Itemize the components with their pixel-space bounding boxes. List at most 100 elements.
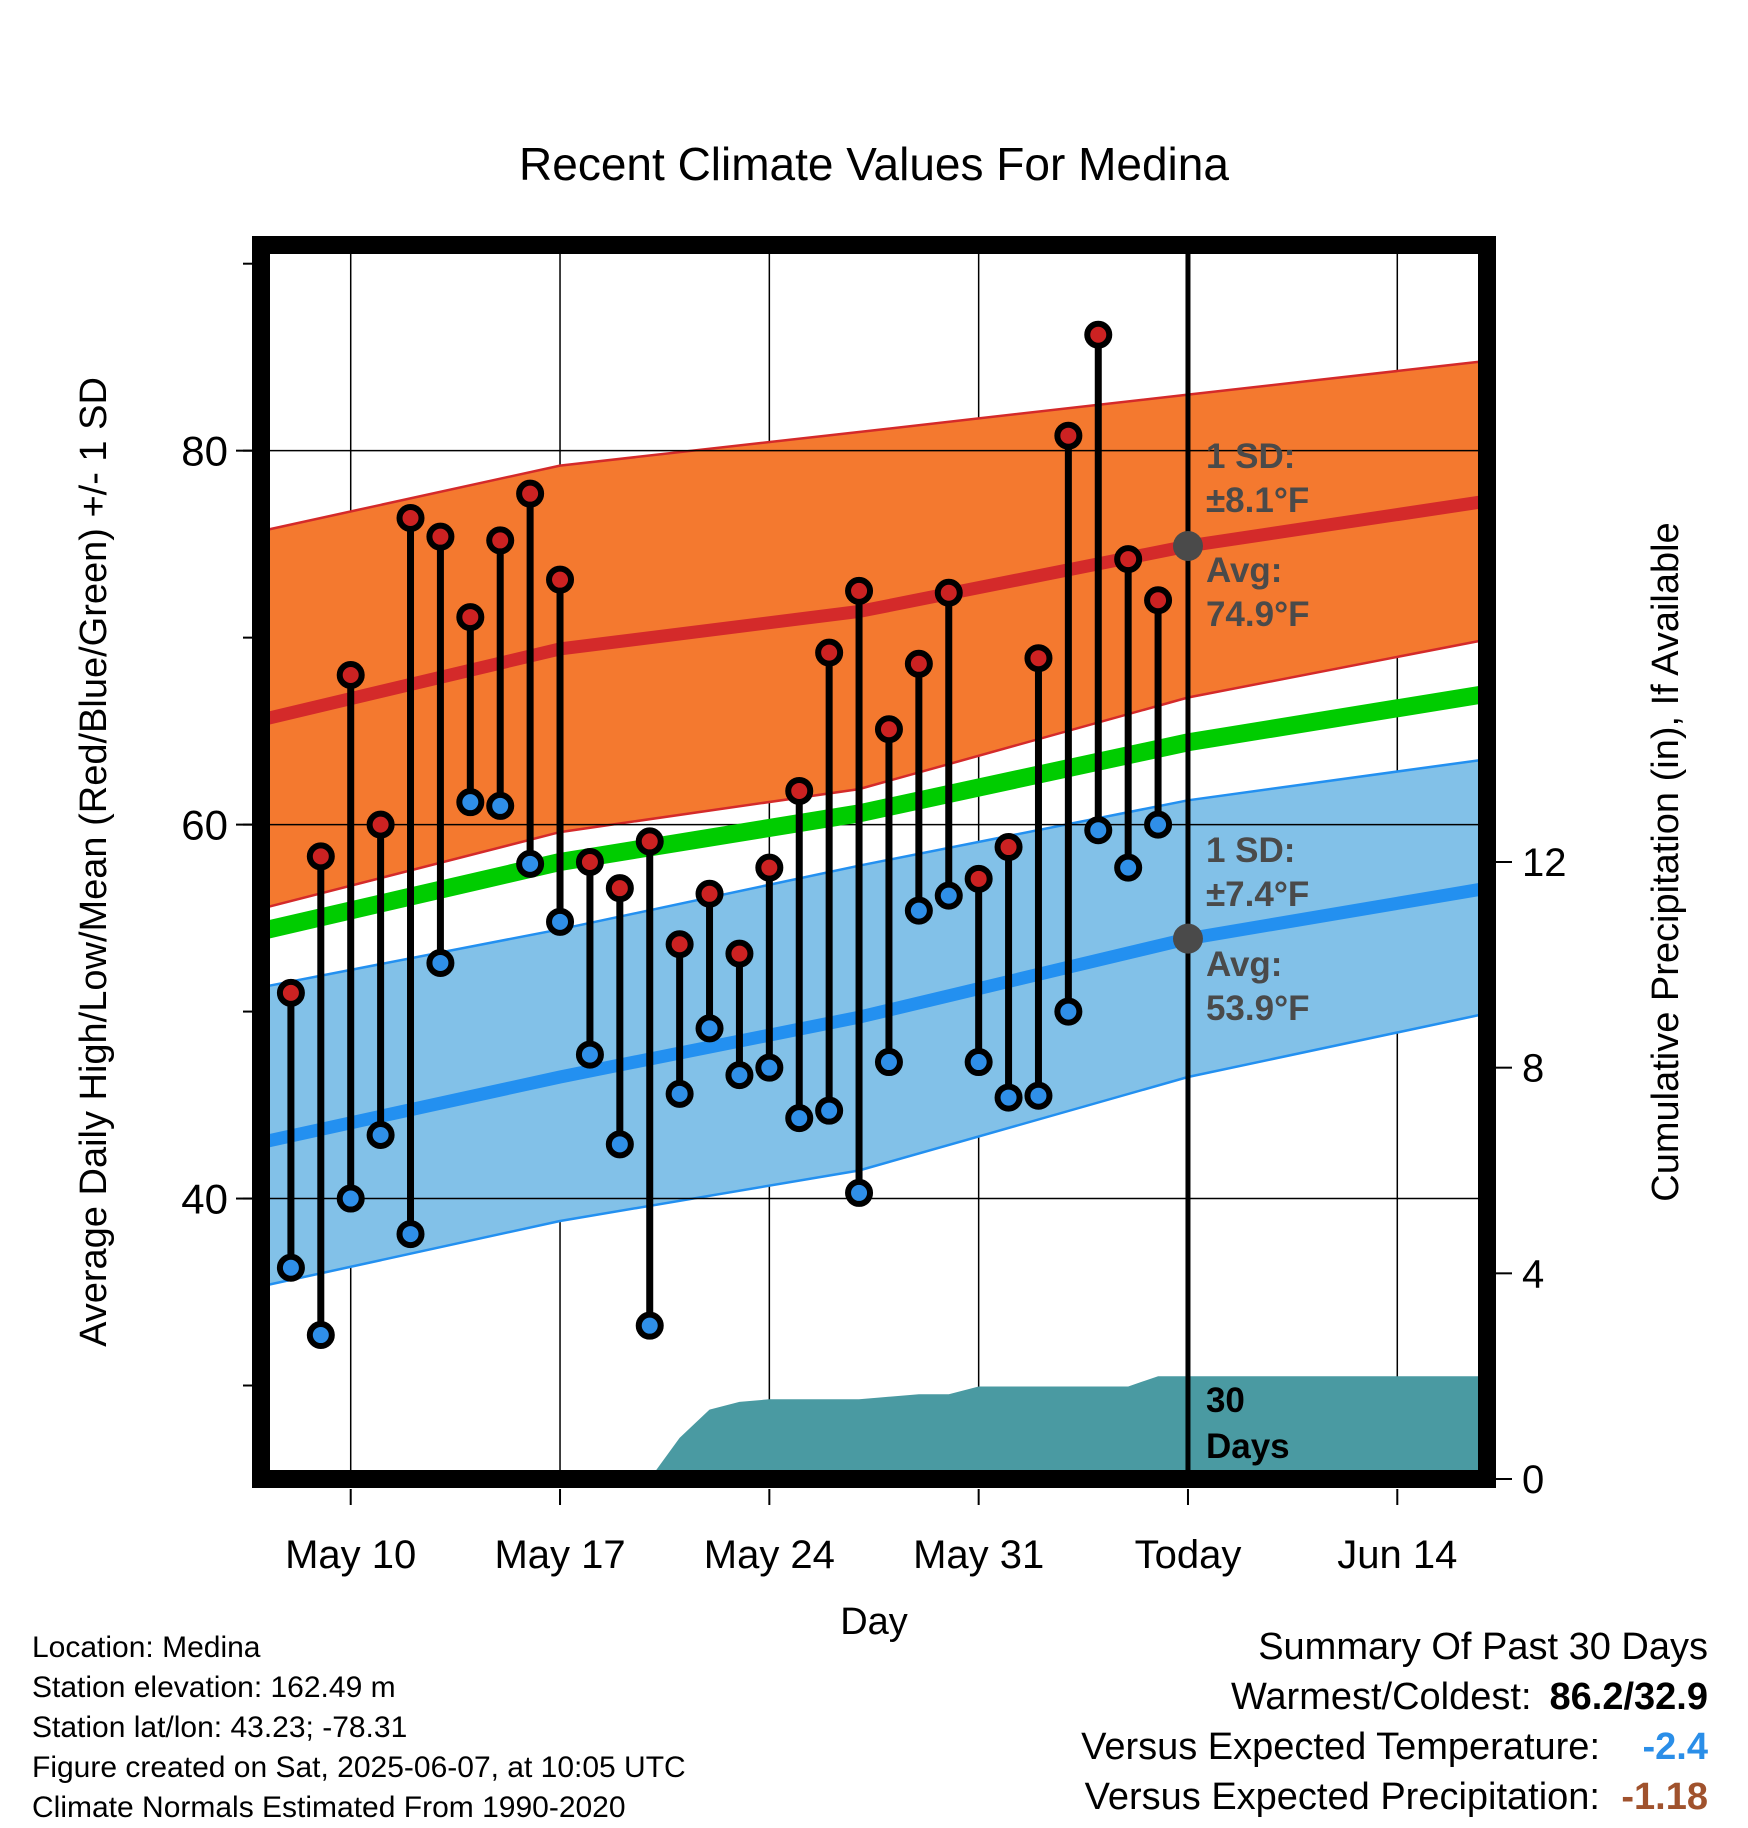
cumulative-precip-area (649, 1376, 1487, 1479)
daily-high-point (516, 479, 545, 508)
summary-temp-value: -2.4 (1642, 1726, 1708, 1768)
normal-high-upper-line (260, 359, 1488, 533)
summary-temp-row: Versus Expected Temperature: -2.4 (1081, 1726, 1708, 1769)
low-sd-value: ±7.4°F (1206, 875, 1309, 914)
high-avg-value: 74.9°F (1206, 595, 1310, 634)
daily-high-point (486, 526, 515, 555)
summary-warm-cold-row: Warmest/Coldest: 86.2/32.9 (1231, 1676, 1708, 1719)
daily-high-point (934, 578, 963, 607)
daily-low-point (994, 1083, 1023, 1112)
daily-high-point (665, 930, 694, 959)
high-sd-value: ±8.1°F (1206, 481, 1309, 520)
daily-low-point (1054, 997, 1083, 1026)
daily-low-point (845, 1178, 874, 1207)
daily-low-point (755, 1053, 784, 1082)
x-tick-label: Jun 14 (1337, 1533, 1457, 1577)
y-axis-label: Average Daily High/Low/Mean (Red/Blue/Gr… (73, 377, 115, 1347)
daily-high-point (396, 503, 425, 532)
daily-low-point (815, 1096, 844, 1125)
daily-high-point (725, 939, 754, 968)
daily-low-point (1144, 810, 1173, 839)
high-avg-label: Avg: (1206, 551, 1282, 590)
daily-high-point (845, 576, 874, 605)
daily-low-point (306, 1321, 335, 1350)
low-sd-label: 1 SD: (1206, 831, 1295, 870)
daily-low-point (456, 788, 485, 817)
daily-low-point (904, 896, 933, 925)
daily-high-point (1084, 320, 1113, 349)
y2-tick-label: 8 (1522, 1047, 1544, 1091)
daily-high-point (964, 864, 993, 893)
daily-high-point (456, 603, 485, 632)
daily-low-point (336, 1184, 365, 1213)
daily-low-point (665, 1079, 694, 1108)
daily-low-point (605, 1130, 634, 1159)
y2-tick-label: 4 (1522, 1252, 1544, 1296)
daily-low-point (426, 948, 455, 977)
precip-label-days: Days (1206, 1427, 1290, 1466)
chart-title: Recent Climate Values For Medina (519, 138, 1229, 190)
low-avg-value: 53.9°F (1206, 989, 1310, 1028)
daily-high-point (546, 565, 575, 594)
footer-latlon: Station lat/lon: 43.23; -78.31 (32, 1711, 408, 1744)
daily-low-point (1024, 1081, 1053, 1110)
daily-high-point (815, 638, 844, 667)
today-high-avg-marker (1172, 531, 1203, 562)
daily-high-point (306, 842, 335, 871)
daily-low-point (575, 1040, 604, 1069)
daily-low-point (486, 791, 515, 820)
daily-high-point (1054, 421, 1083, 450)
daily-low-point (725, 1061, 754, 1090)
y-tick-label: 40 (181, 1176, 228, 1223)
daily-high-point (605, 874, 634, 903)
high-sd-label: 1 SD: (1206, 437, 1295, 476)
daily-low-point (366, 1120, 395, 1149)
x-axis-label: Day (840, 1601, 908, 1643)
x-tick-label: May 10 (285, 1533, 416, 1577)
daily-low-point (964, 1048, 993, 1077)
daily-high-point (785, 776, 814, 805)
daily-high-point (426, 522, 455, 551)
x-tick-label: May 31 (913, 1533, 1044, 1577)
summary-precip-label: Versus Expected Precipitation: (1084, 1776, 1600, 1818)
summary-warm-cold-label: Warmest/Coldest: (1230, 1676, 1532, 1718)
summary-precip-value: -1.18 (1621, 1776, 1708, 1818)
normal-low-sd-band (261, 759, 1487, 1287)
precip-label-30: 30 (1206, 1381, 1245, 1420)
daily-low-point (1114, 853, 1143, 882)
daily-low-point (695, 1014, 724, 1043)
daily-low-point (1084, 816, 1113, 845)
daily-low-point (516, 849, 545, 878)
daily-low-point (785, 1104, 814, 1133)
summary-precip-row: Versus Expected Precipitation: -1.18 (1085, 1776, 1708, 1819)
daily-high-point (874, 715, 903, 744)
daily-high-point (1024, 644, 1053, 673)
y-tick-label: 80 (181, 428, 228, 475)
footer-created: Figure created on Sat, 2025-06-07, at 10… (32, 1751, 686, 1784)
daily-low-point (874, 1048, 903, 1077)
x-tick-label: May 17 (494, 1533, 625, 1577)
summary-temp-label: Versus Expected Temperature: (1081, 1726, 1600, 1768)
plot-frame (252, 236, 1496, 1488)
footer-normals: Climate Normals Estimated From 1990-2020 (32, 1791, 626, 1824)
footer-location: Location: Medina (32, 1631, 261, 1664)
low-avg-label: Avg: (1206, 945, 1282, 984)
daily-high-point (755, 853, 784, 882)
daily-high-point (1114, 545, 1143, 574)
y-tick-label: 60 (181, 802, 228, 849)
x-tick-label: Today (1135, 1533, 1242, 1577)
daily-high-point (575, 848, 604, 876)
daily-high-point (695, 879, 724, 908)
y2-tick-label: 0 (1522, 1458, 1544, 1502)
daily-low-point (396, 1220, 425, 1249)
y2-axis-label: Cumulative Precipitation (in), If Availa… (1645, 522, 1687, 1201)
daily-high-point (635, 827, 664, 856)
daily-high-point (366, 810, 395, 839)
daily-high-point (276, 978, 305, 1007)
footer-elevation: Station elevation: 162.49 m (32, 1671, 396, 1704)
summary-title: Summary Of Past 30 Days (1258, 1626, 1708, 1668)
daily-low-point (934, 881, 963, 910)
daily-high-point (994, 833, 1023, 862)
daily-high-point (1144, 586, 1173, 615)
